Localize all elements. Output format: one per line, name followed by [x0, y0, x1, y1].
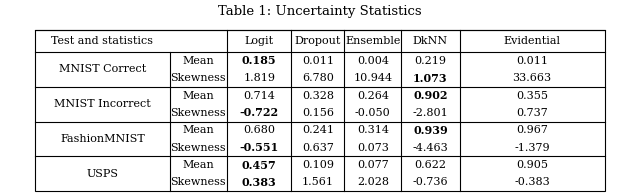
- Text: -1.379: -1.379: [515, 143, 550, 153]
- Text: Mean: Mean: [182, 125, 214, 135]
- Text: USPS: USPS: [86, 169, 118, 179]
- Text: 0.109: 0.109: [302, 160, 334, 170]
- Text: Test and statistics: Test and statistics: [51, 36, 154, 46]
- Text: 33.663: 33.663: [513, 73, 552, 83]
- Text: 1.073: 1.073: [413, 73, 448, 84]
- Text: -0.383: -0.383: [515, 177, 550, 187]
- Text: 0.967: 0.967: [516, 125, 548, 135]
- Text: 0.637: 0.637: [302, 143, 333, 153]
- Text: 0.355: 0.355: [516, 91, 548, 101]
- Text: Logit: Logit: [244, 36, 274, 46]
- Text: 0.219: 0.219: [415, 56, 447, 66]
- Text: 1.819: 1.819: [243, 73, 275, 83]
- Text: Skewness: Skewness: [171, 143, 226, 153]
- Text: MNIST Incorrect: MNIST Incorrect: [54, 99, 151, 109]
- Text: 0.264: 0.264: [357, 91, 389, 101]
- Text: 0.737: 0.737: [516, 108, 548, 118]
- Text: Evidential: Evidential: [504, 36, 561, 46]
- Text: MNIST Correct: MNIST Correct: [59, 64, 146, 74]
- Text: 0.241: 0.241: [302, 125, 334, 135]
- Text: Skewness: Skewness: [171, 73, 226, 83]
- Text: 0.714: 0.714: [243, 91, 275, 101]
- Text: 0.939: 0.939: [413, 125, 448, 136]
- Text: Mean: Mean: [182, 160, 214, 170]
- Text: 1.561: 1.561: [302, 177, 334, 187]
- Bar: [35, 30, 605, 191]
- Text: Skewness: Skewness: [171, 177, 226, 187]
- Text: 6.780: 6.780: [302, 73, 333, 83]
- Text: -0.050: -0.050: [355, 108, 390, 118]
- Text: 0.185: 0.185: [242, 55, 276, 66]
- Text: Ensemble: Ensemble: [345, 36, 401, 46]
- Text: 0.680: 0.680: [243, 125, 275, 135]
- Text: 0.902: 0.902: [413, 90, 447, 101]
- Text: -0.722: -0.722: [239, 107, 279, 118]
- Text: -4.463: -4.463: [413, 143, 448, 153]
- Text: 0.622: 0.622: [415, 160, 447, 170]
- Text: 0.314: 0.314: [357, 125, 389, 135]
- Text: DkNN: DkNN: [413, 36, 448, 46]
- Text: 0.011: 0.011: [516, 56, 548, 66]
- Text: 0.156: 0.156: [302, 108, 334, 118]
- Text: 0.077: 0.077: [357, 160, 388, 170]
- Text: 2.028: 2.028: [357, 177, 389, 187]
- Text: -0.736: -0.736: [413, 177, 448, 187]
- Text: -2.801: -2.801: [413, 108, 448, 118]
- Text: 0.383: 0.383: [242, 177, 276, 188]
- Text: Mean: Mean: [182, 91, 214, 101]
- Text: Table 1: Uncertainty Statistics: Table 1: Uncertainty Statistics: [218, 5, 422, 18]
- Text: 0.004: 0.004: [357, 56, 389, 66]
- Text: 0.905: 0.905: [516, 160, 548, 170]
- Text: Skewness: Skewness: [171, 108, 226, 118]
- Text: FashionMNIST: FashionMNIST: [60, 134, 145, 144]
- Text: -0.551: -0.551: [239, 142, 279, 153]
- Text: 10.944: 10.944: [353, 73, 392, 83]
- Text: Dropout: Dropout: [294, 36, 341, 46]
- Text: Mean: Mean: [182, 56, 214, 66]
- Text: 0.457: 0.457: [242, 160, 276, 171]
- Text: 0.328: 0.328: [302, 91, 334, 101]
- Text: 0.073: 0.073: [357, 143, 388, 153]
- Text: 0.011: 0.011: [302, 56, 334, 66]
